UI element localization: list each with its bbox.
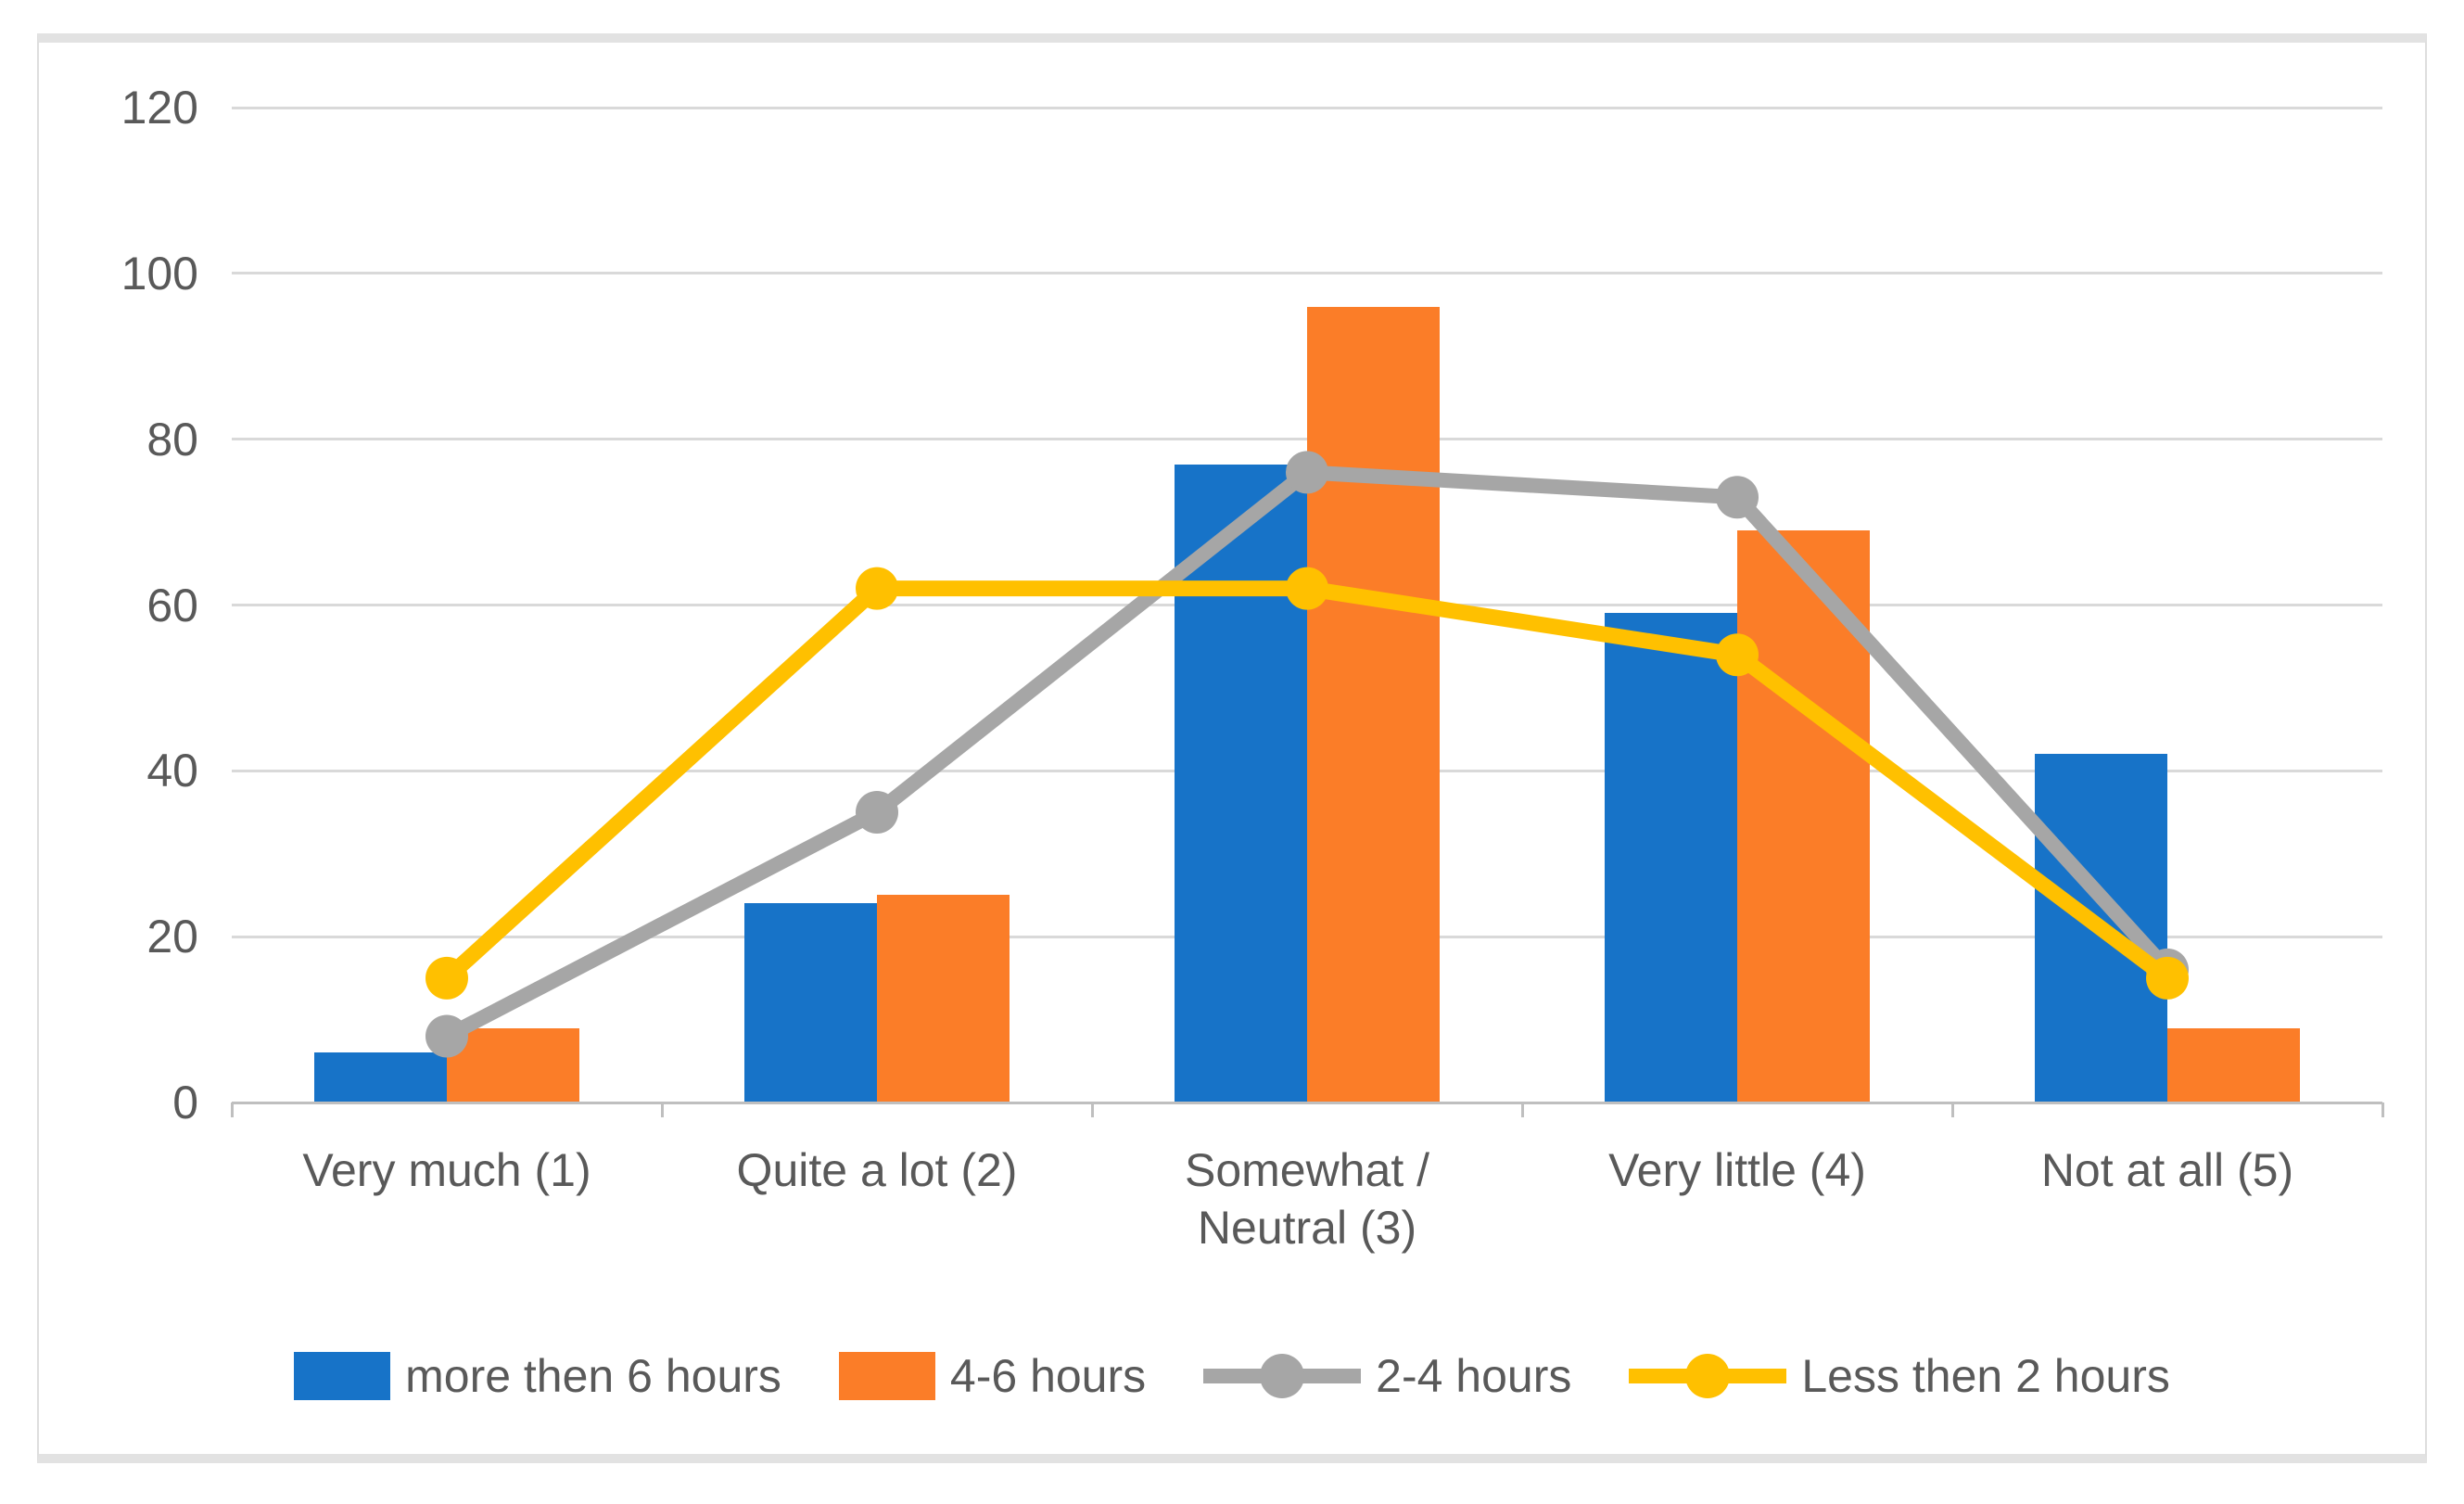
legend-bar-swatch-icon [294, 1352, 391, 1400]
bar-series2-cat5 [2167, 1027, 2300, 1103]
marker-line2-cat4 [1716, 633, 1759, 677]
bar-series1-cat2 [744, 903, 877, 1103]
y-tick-label-20: 20 [146, 911, 198, 963]
marker-line1-cat3 [1286, 451, 1328, 494]
gridline-100 [232, 272, 2382, 275]
legend-label: 2-4 hours [1376, 1350, 1572, 1402]
marker-line1-cat1 [425, 1014, 468, 1058]
marker-line1-cat4 [1716, 476, 1759, 519]
x-category-label-3: Somewhat / Neutral (3) [1184, 1144, 1429, 1254]
line-series-layer [425, 451, 2189, 1058]
legend-line-marker-icon [1629, 1354, 1787, 1398]
marker-line2-cat2 [856, 567, 898, 610]
bar-series1-cat4 [1605, 613, 1737, 1103]
x-category-label-2: Quite a lot (2) [736, 1144, 1018, 1196]
x-axis-tick [1950, 1103, 1954, 1117]
bar-series1-cat3 [1175, 464, 1307, 1103]
legend-item-4: Less then 2 hours [1629, 1349, 2170, 1403]
legend-label: Less then 2 hours [1801, 1350, 2170, 1402]
x-axis-tick [1520, 1103, 1524, 1117]
line-series-2 [441, 580, 2173, 985]
y-tick-label-0: 0 [172, 1077, 198, 1128]
marker-line2-cat1 [425, 956, 468, 1000]
y-tick-label-100: 100 [121, 247, 198, 300]
legend-line-marker-icon [1203, 1354, 1362, 1398]
x-category-label-1: Very much (1) [302, 1144, 591, 1196]
legend-bar-swatch-icon [838, 1352, 935, 1400]
bar-series2-cat2 [877, 895, 1010, 1103]
legend: more then 6 hours 4-6 hours 2-4 hours Less … [39, 1339, 2425, 1413]
chart-container: 0 20 40 60 80 100 120 Very much (1) Quite a lot… [37, 33, 2427, 1463]
marker-line1-cat2 [856, 791, 898, 834]
bar-series2-cat1 [447, 1027, 579, 1103]
marker-line2-cat3 [1286, 567, 1328, 610]
legend-item-2: 4-6 hours [838, 1349, 1147, 1403]
legend-label: 4-6 hours [949, 1350, 1147, 1402]
x-category-label-5: Not at all (5) [2040, 1144, 2294, 1196]
y-tick-label-120: 120 [121, 82, 198, 134]
x-category-label-4: Very little (4) [1608, 1144, 1866, 1196]
chart-frame: 0 20 40 60 80 100 120 Very much (1) Quite a lot… [39, 43, 2425, 1454]
gridline-120 [232, 106, 2382, 109]
legend-item-1: more then 6 hours [294, 1349, 781, 1403]
x-axis-tick [660, 1103, 664, 1117]
legend-item-3: 2-4 hours [1203, 1349, 1571, 1403]
y-tick-label-80: 80 [146, 413, 198, 465]
marker-line2-cat5 [2146, 956, 2189, 1000]
y-tick-label-40: 40 [146, 745, 198, 797]
bar-series2-cat3 [1307, 306, 1440, 1103]
x-axis-tick [230, 1103, 234, 1117]
x-axis-tick [2381, 1103, 2384, 1117]
plot-area [230, 106, 2384, 1117]
y-tick-label-60: 60 [146, 579, 198, 631]
bar-series1-cat1 [314, 1052, 447, 1103]
legend-label: more then 6 hours [405, 1350, 781, 1402]
x-axis-line [232, 1102, 2382, 1104]
x-axis-tick [1090, 1103, 1094, 1117]
